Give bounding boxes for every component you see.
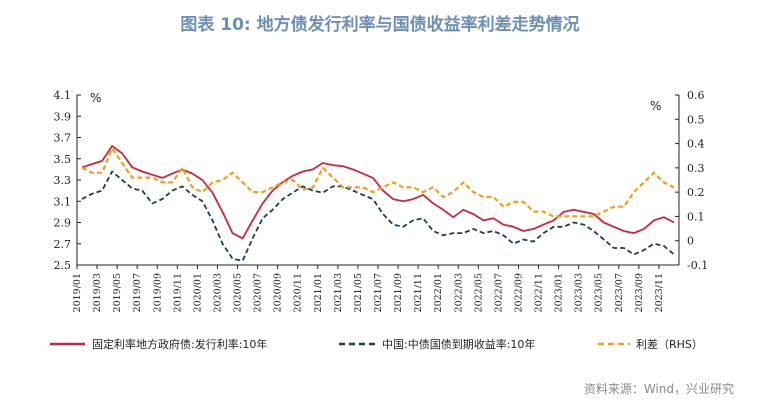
source-note: 资料来源：Wind，兴业研究 (583, 382, 734, 396)
right-tick-label: 0.3 (687, 162, 705, 175)
x-tick-label: 2020/07 (253, 273, 264, 312)
x-tick-label: 2020/01 (192, 273, 203, 312)
left-tick-label: 2.7 (54, 238, 72, 251)
x-tick-label: 2019/09 (152, 273, 163, 312)
x-tick-label: 2023/05 (594, 273, 605, 312)
left-tick-label: 3.5 (54, 153, 72, 166)
legend-label-local: 固定利率地方政府债:发行利率:10年 (92, 337, 267, 351)
x-tick-label: 2019/03 (92, 273, 103, 312)
left-tick-label: 2.5 (54, 259, 72, 272)
x-tick-label: 2022/07 (493, 273, 504, 312)
x-tick-label: 2020/11 (293, 273, 304, 312)
x-tick-label: 2023/07 (614, 273, 625, 312)
legend-label-treasury: 中国:中债国债到期收益率:10年 (382, 337, 535, 351)
left-tick-label: 3.7 (54, 132, 72, 145)
x-tick-label: 2022/05 (473, 273, 484, 312)
x-tick-label: 2020/05 (233, 273, 244, 312)
right-tick-label: 0.1 (687, 210, 705, 223)
left-tick-label: 3.9 (54, 110, 72, 123)
x-tick-label: 2023/09 (634, 273, 645, 312)
x-tick-label: 2019/11 (172, 273, 183, 312)
x-tick-label: 2020/09 (273, 273, 284, 312)
left-tick-label: 3.3 (54, 174, 72, 187)
left-tick-label: 3.1 (54, 195, 72, 208)
right-tick-label: 0.4 (687, 138, 705, 151)
legend-label-spread: 利差（RHS） (636, 337, 703, 351)
x-tick-label: 2022/03 (453, 273, 464, 312)
chart-title: 图表 10: 地方债发行利率与国债收益率利差走势情况 (180, 15, 580, 35)
x-tick-label: 2021/07 (373, 273, 384, 312)
x-tick-label: 2019/05 (112, 273, 123, 312)
right-tick-label: -0.1 (687, 259, 708, 272)
right-tick-label: 0 (687, 235, 694, 248)
left-tick-label: 4.1 (54, 89, 72, 102)
x-tick-label: 2021/11 (413, 273, 424, 312)
series-lines (81, 145, 675, 262)
left-tick-label: 2.9 (54, 217, 72, 230)
right-tick-label: 0.2 (687, 186, 705, 199)
right-unit-label: % (650, 99, 661, 113)
x-tick-label: 2021/01 (313, 273, 324, 312)
right-tick-labels: 0.6 0.5 0.4 0.3 0.2 0.1 0 -0.1 (675, 89, 708, 272)
x-tick-labels: 2019/01 2019/03 2019/05 2019/07 2019/09 2019/… (72, 265, 665, 312)
x-tick-label: 2022/01 (433, 273, 444, 312)
x-tick-label: 2022/09 (513, 273, 524, 312)
x-tick-label: 2023/01 (554, 273, 565, 312)
left-unit-label: % (90, 91, 101, 105)
series-line-spread (81, 147, 675, 218)
x-tick-label: 2020/03 (212, 273, 223, 312)
x-tick-label: 2019/07 (132, 273, 143, 312)
x-tick-label: 2021/09 (393, 273, 404, 312)
x-tick-label: 2023/11 (654, 273, 665, 312)
x-tick-label: 2019/01 (72, 273, 83, 312)
x-tick-label: 2021/05 (353, 273, 364, 312)
x-tick-label: 2023/03 (574, 273, 585, 312)
left-tick-labels: 4.1 3.9 3.7 3.5 3.3 3.1 2.9 2.7 2.5 (54, 89, 81, 272)
legend: 固定利率地方政府债:发行利率:10年 中国:中债国债到期收益率:10年 利差（R… (50, 337, 703, 351)
x-tick-label: 2021/03 (333, 273, 344, 312)
right-tick-label: 0.5 (687, 113, 705, 126)
x-tick-label: 2022/11 (534, 273, 545, 312)
series-line-treasury (81, 170, 675, 262)
right-tick-label: 0.6 (687, 89, 705, 102)
